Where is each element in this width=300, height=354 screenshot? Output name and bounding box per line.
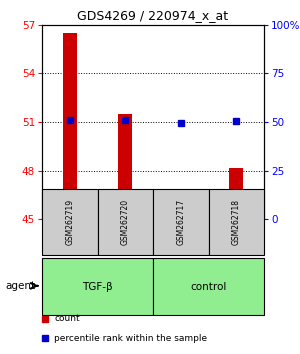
Bar [208,189,264,255]
Bar [63,33,77,219]
Bar [42,258,153,315]
Bar [153,258,264,315]
Text: percentile rank within the sample: percentile rank within the sample [54,333,207,343]
Text: GSM262720: GSM262720 [121,199,130,245]
Bar [229,167,243,219]
Text: GSM262719: GSM262719 [65,199,74,245]
Bar [153,189,208,255]
Text: TGF-β: TGF-β [82,282,113,292]
Bar [42,189,98,255]
Text: control: control [190,282,227,292]
Text: agent: agent [6,281,36,291]
Text: GSM262718: GSM262718 [232,199,241,245]
Bar [98,189,153,255]
Text: count: count [54,314,80,323]
Title: GDS4269 / 220974_x_at: GDS4269 / 220974_x_at [77,9,229,22]
Text: GSM262717: GSM262717 [176,199,185,245]
Bar [174,215,188,219]
Bar [118,114,132,219]
